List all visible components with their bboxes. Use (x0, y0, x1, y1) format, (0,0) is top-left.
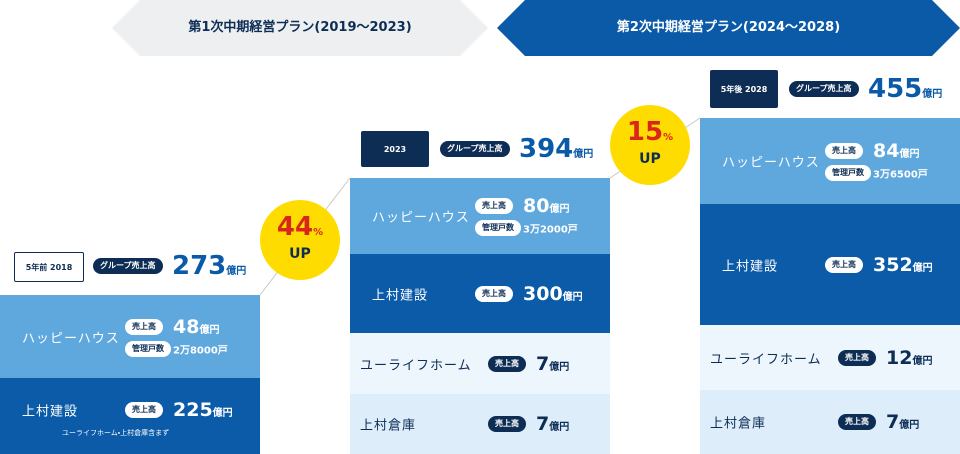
sales-unit: 億円 (899, 420, 920, 431)
sales-number: 352 (873, 253, 913, 276)
sales-value: 7億円 (536, 353, 569, 375)
sales-number: 7 (536, 352, 550, 375)
segment-name: ハッピーハウス (722, 155, 820, 171)
group-sales-value: 455億円 (868, 74, 942, 104)
plan2-title: 第2次中期経営プラン(2024〜2028) (616, 20, 841, 35)
segment-block: ユーライフホーム 売上高 12億円 (700, 325, 960, 390)
units-pill: 管理戸数 (475, 220, 521, 236)
sales-number: 7 (536, 413, 550, 435)
sales-value: 12億円 (886, 347, 932, 369)
sales-pill: 売上高 (838, 414, 876, 430)
sales-value: 225億円 (173, 399, 233, 421)
units-pill: 管理戸数 (125, 340, 171, 357)
sales-unit: 億円 (912, 262, 933, 274)
units-value: 3万6500戸 (873, 169, 928, 181)
group-sales-pill: グループ売上高 (789, 81, 859, 97)
growth-label: UP (289, 246, 311, 262)
group-sales-number: 455 (868, 74, 923, 104)
growth-rate: 15% (610, 119, 690, 151)
sales-pill: 売上高 (125, 318, 163, 335)
sales-value: 84億円 (873, 140, 919, 162)
sales-unit: 億円 (549, 204, 570, 215)
units-value: 3万2000戸 (523, 224, 578, 236)
group-sales-value: 394億円 (519, 134, 593, 164)
sales-number: 7 (886, 411, 900, 433)
period-label: 2023 (361, 131, 429, 167)
segment-block: 上村建設 売上高 300億円 (350, 254, 610, 333)
segment-note: ユーライフホーム・上村倉庫含まず (62, 429, 170, 437)
sales-unit: 億円 (549, 422, 570, 433)
units-pill: 管理戸数 (825, 165, 871, 181)
plan1-title: 第1次中期経営プラン(2019〜2023) (188, 20, 412, 35)
group-sales-pill: グループ売上高 (440, 141, 510, 157)
segment-name: ユーライフホーム (710, 352, 822, 367)
sales-pill: 売上高 (125, 402, 163, 418)
sales-value: 300億円 (523, 283, 583, 305)
segment-block: ハッピーハウス 売上高 80億円 管理戸数 3万2000戸 (350, 178, 610, 254)
growth-number: 44 (276, 212, 314, 242)
growth-badge: 15% UP (610, 105, 690, 185)
sales-unit: 億円 (212, 408, 233, 419)
growth-unit: % (663, 132, 674, 143)
sales-unit: 億円 (899, 149, 920, 160)
plan2-arrow (497, 0, 960, 56)
group-sales-unit: 億円 (573, 149, 594, 160)
sales-number: 80 (523, 195, 550, 217)
sales-pill: 売上高 (488, 355, 526, 372)
sales-unit: 億円 (549, 361, 570, 373)
segment-name: ハッピーハウス (372, 210, 470, 226)
sales-number: 12 (886, 346, 913, 369)
sales-number: 225 (173, 399, 213, 421)
segment-name: ハッピーハウス (22, 331, 120, 346)
sales-pill: 売上高 (838, 349, 876, 366)
segment-name: 上村倉庫 (710, 416, 767, 432)
sales-pill: 売上高 (475, 285, 513, 302)
segment-block: 上村倉庫 売上高 7億円 (350, 394, 610, 454)
period-label: 5年前 2018 (14, 252, 84, 282)
sales-value: 48億円 (173, 316, 219, 338)
group-sales-unit: 億円 (922, 89, 943, 100)
group-sales-value: 273億円 (172, 251, 246, 281)
sales-number: 300 (523, 282, 563, 305)
segment-name: 上村建設 (722, 259, 779, 274)
growth-number: 15 (626, 117, 664, 147)
period-label: 5年後 2028 (710, 70, 778, 108)
segment-block: ハッピーハウス 売上高 84億円 管理戸数 3万6500戸 (700, 118, 960, 204)
segment-name: 上村建設 (372, 288, 429, 303)
units-value: 2万8000戸 (173, 345, 228, 356)
sales-number: 48 (173, 315, 200, 338)
segment-block: ハッピーハウス 売上高 48億円 管理戸数 2万8000戸 (0, 295, 260, 378)
segment-name: ユーライフホーム (360, 358, 472, 373)
sales-value: 352億円 (873, 254, 933, 276)
growth-rate: 44% (260, 214, 340, 246)
sales-number: 84 (873, 140, 900, 162)
sales-pill: 売上高 (488, 416, 526, 432)
sales-pill: 売上高 (825, 143, 863, 159)
plan1-arrow (112, 0, 488, 56)
segment-block: 上村建設 売上高 352億円 (700, 204, 960, 325)
sales-value: 7億円 (536, 413, 569, 435)
growth-badge: 44% UP (260, 200, 340, 280)
sales-unit: 億円 (199, 324, 220, 336)
group-sales-pill: グループ売上高 (93, 258, 163, 274)
sales-value: 80億円 (523, 195, 569, 217)
segment-block: ユーライフホーム 売上高 7億円 (350, 333, 610, 394)
segment-name: 上村建設 (22, 404, 79, 420)
segment-block: 上村倉庫 売上高 7億円 (700, 390, 960, 454)
sales-pill: 売上高 (825, 256, 863, 273)
group-sales-number: 394 (519, 134, 574, 164)
growth-label: UP (639, 151, 661, 167)
sales-unit: 億円 (912, 355, 933, 367)
sales-value: 7億円 (886, 411, 919, 433)
group-sales-unit: 億円 (226, 266, 247, 277)
segment-name: 上村倉庫 (360, 418, 417, 434)
sales-unit: 億円 (562, 291, 583, 303)
growth-unit: % (313, 227, 324, 238)
sales-pill: 売上高 (475, 198, 513, 214)
segment-block: 上村建設 売上高 225億円 ユーライフホーム・上村倉庫含まず (0, 378, 260, 454)
group-sales-number: 273 (172, 251, 227, 281)
